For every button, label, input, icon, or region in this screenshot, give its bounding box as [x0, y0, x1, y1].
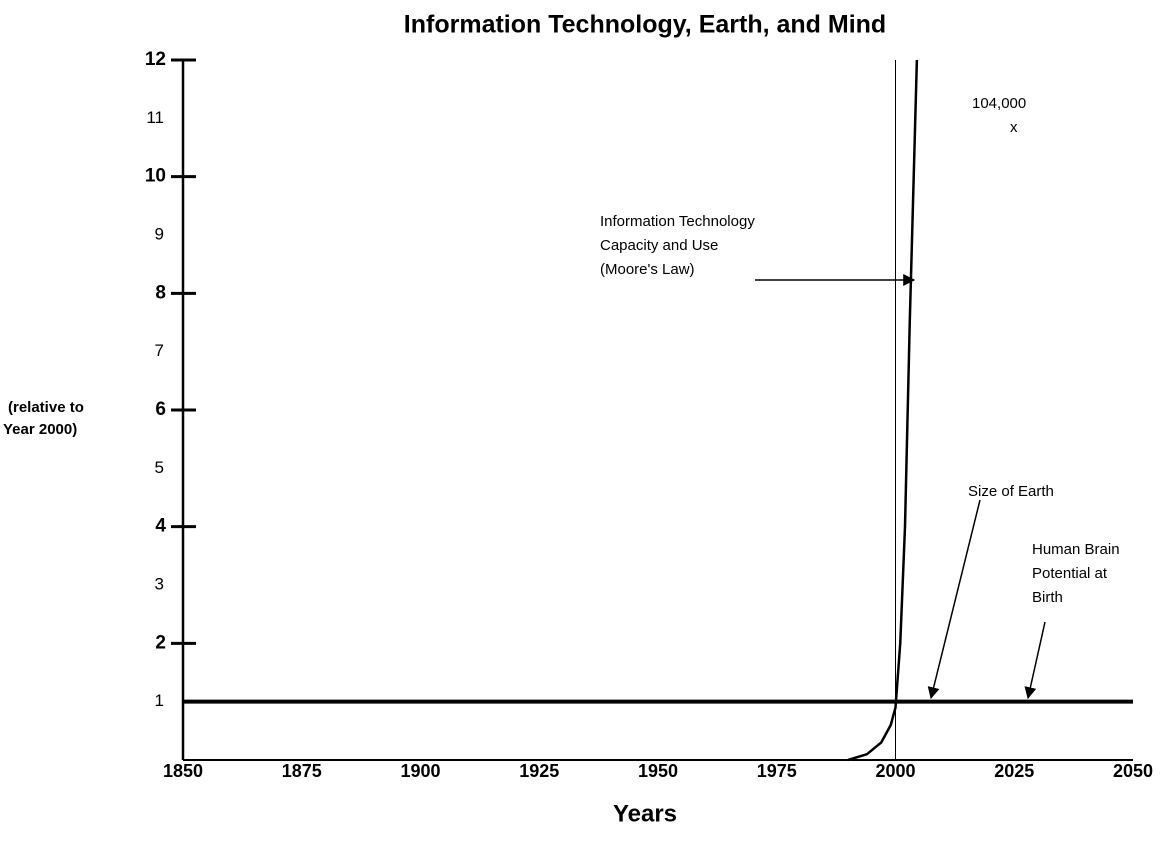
x-tick-label: 1900	[400, 761, 440, 781]
y-tick-label: 4	[155, 516, 166, 537]
annotation: Information Technology	[600, 213, 755, 230]
x-tick-label: 1875	[282, 761, 322, 781]
annotation-arrow	[927, 499, 981, 700]
y-axis-label: Year 2000)	[3, 421, 77, 438]
x-tick-label: 2050	[1113, 761, 1153, 781]
annotation: Size of Earth	[968, 483, 1054, 500]
y-tick-label: 6	[155, 399, 166, 420]
annotation: 104,000	[972, 95, 1026, 112]
y-tick-label: 12	[145, 49, 166, 70]
annotation-arrow	[1024, 621, 1046, 700]
x-tick-label: 1850	[163, 761, 203, 781]
x-tick-label: 1925	[519, 761, 559, 781]
annotation: (Moore's Law)	[600, 261, 695, 278]
y-tick-label: 8	[155, 282, 166, 303]
annotation: x	[1010, 119, 1018, 136]
y-axis-label: (relative to	[8, 399, 84, 416]
x-axis-label: Years	[613, 800, 677, 827]
x-tick-label: 2000	[875, 761, 915, 781]
y-tick-label: 9	[155, 224, 164, 243]
y-tick-label: 11	[146, 108, 164, 127]
x-tick-label: 2025	[994, 761, 1034, 781]
y-tick-label: 1	[155, 691, 164, 710]
chart-title: Information Technology, Earth, and Mind	[404, 11, 886, 39]
annotation: Capacity and Use	[600, 237, 718, 254]
annotation: Birth	[1032, 589, 1063, 606]
x-tick-label: 1975	[757, 761, 797, 781]
y-tick-label: 3	[155, 574, 164, 593]
annotation: Potential at	[1032, 565, 1108, 582]
y-tick-label: 2	[155, 632, 166, 653]
y-tick-label: 10	[145, 166, 166, 187]
line	[847, 59, 919, 762]
y-tick-label: 5	[155, 458, 164, 477]
x-tick-label: 1950	[638, 761, 678, 781]
annotation: Human Brain	[1032, 541, 1120, 558]
y-tick-label: 7	[155, 341, 164, 360]
